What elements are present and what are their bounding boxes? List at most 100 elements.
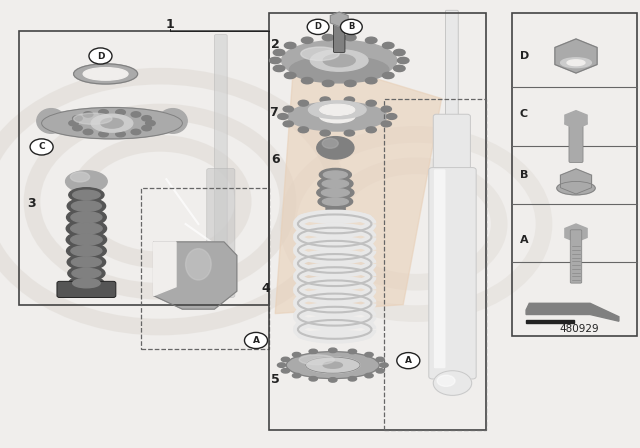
Ellipse shape xyxy=(282,357,290,362)
Ellipse shape xyxy=(344,97,355,103)
Ellipse shape xyxy=(319,168,351,181)
Ellipse shape xyxy=(73,190,100,199)
Ellipse shape xyxy=(284,43,296,49)
Ellipse shape xyxy=(365,373,373,378)
Bar xyxy=(512,13,637,336)
Ellipse shape xyxy=(310,50,368,71)
Ellipse shape xyxy=(70,172,90,182)
Ellipse shape xyxy=(72,268,101,278)
Text: 3: 3 xyxy=(28,197,36,211)
Circle shape xyxy=(244,332,268,349)
Ellipse shape xyxy=(292,373,301,378)
Ellipse shape xyxy=(36,109,65,134)
Ellipse shape xyxy=(73,279,100,288)
Ellipse shape xyxy=(282,40,397,81)
Ellipse shape xyxy=(317,177,353,190)
Ellipse shape xyxy=(67,220,106,237)
Text: 7: 7 xyxy=(269,105,278,119)
Ellipse shape xyxy=(145,121,155,126)
Ellipse shape xyxy=(437,375,455,386)
Ellipse shape xyxy=(301,47,339,60)
Text: C: C xyxy=(38,142,45,151)
Ellipse shape xyxy=(287,352,380,379)
Ellipse shape xyxy=(278,114,288,120)
FancyBboxPatch shape xyxy=(326,200,346,212)
Ellipse shape xyxy=(116,110,125,115)
Polygon shape xyxy=(154,242,176,296)
Ellipse shape xyxy=(74,113,112,125)
Ellipse shape xyxy=(269,57,281,64)
Ellipse shape xyxy=(66,171,108,192)
Polygon shape xyxy=(275,54,442,314)
Bar xyxy=(19,31,269,305)
Ellipse shape xyxy=(72,125,82,131)
Ellipse shape xyxy=(71,246,102,256)
Ellipse shape xyxy=(306,357,360,373)
Ellipse shape xyxy=(69,121,78,126)
Ellipse shape xyxy=(380,363,388,367)
Ellipse shape xyxy=(159,109,188,134)
Ellipse shape xyxy=(320,110,355,123)
Polygon shape xyxy=(526,303,619,321)
FancyBboxPatch shape xyxy=(207,168,235,297)
Ellipse shape xyxy=(131,129,141,135)
Text: D: D xyxy=(520,51,529,61)
FancyBboxPatch shape xyxy=(445,10,458,126)
Text: B: B xyxy=(348,22,355,31)
FancyBboxPatch shape xyxy=(433,114,470,181)
Ellipse shape xyxy=(365,353,373,357)
Ellipse shape xyxy=(71,212,102,223)
Ellipse shape xyxy=(83,129,93,135)
Ellipse shape xyxy=(320,130,330,136)
Ellipse shape xyxy=(298,127,308,133)
Ellipse shape xyxy=(565,121,587,125)
Ellipse shape xyxy=(298,100,308,106)
Ellipse shape xyxy=(323,362,342,368)
FancyBboxPatch shape xyxy=(434,169,445,368)
Ellipse shape xyxy=(116,131,125,137)
Ellipse shape xyxy=(83,112,93,117)
Ellipse shape xyxy=(186,249,211,280)
Ellipse shape xyxy=(323,198,348,205)
Ellipse shape xyxy=(99,131,108,137)
Ellipse shape xyxy=(273,49,285,56)
Ellipse shape xyxy=(300,355,335,365)
Ellipse shape xyxy=(394,49,405,56)
Ellipse shape xyxy=(278,363,286,367)
Ellipse shape xyxy=(42,108,182,139)
Text: 1: 1 xyxy=(165,18,174,31)
Ellipse shape xyxy=(323,80,334,86)
Ellipse shape xyxy=(323,54,355,67)
Ellipse shape xyxy=(282,369,290,373)
Polygon shape xyxy=(154,242,237,309)
Ellipse shape xyxy=(301,37,313,43)
Ellipse shape xyxy=(83,68,128,80)
Ellipse shape xyxy=(387,114,397,120)
Ellipse shape xyxy=(329,348,337,353)
Ellipse shape xyxy=(381,121,392,127)
Ellipse shape xyxy=(344,34,356,41)
Ellipse shape xyxy=(383,43,394,49)
Ellipse shape xyxy=(320,104,355,116)
Ellipse shape xyxy=(348,376,356,381)
Ellipse shape xyxy=(67,198,106,214)
FancyBboxPatch shape xyxy=(429,168,476,379)
Ellipse shape xyxy=(557,181,595,195)
Circle shape xyxy=(307,19,329,34)
Ellipse shape xyxy=(67,231,106,248)
Ellipse shape xyxy=(397,57,409,64)
Ellipse shape xyxy=(284,72,296,78)
Ellipse shape xyxy=(298,331,372,341)
Ellipse shape xyxy=(301,78,313,84)
Ellipse shape xyxy=(318,195,353,208)
Ellipse shape xyxy=(567,60,585,66)
Ellipse shape xyxy=(298,212,372,223)
Circle shape xyxy=(397,353,420,369)
Ellipse shape xyxy=(288,102,387,131)
Ellipse shape xyxy=(381,106,392,112)
FancyBboxPatch shape xyxy=(214,34,227,297)
Ellipse shape xyxy=(290,56,389,83)
Ellipse shape xyxy=(292,353,301,357)
Ellipse shape xyxy=(68,266,105,281)
Ellipse shape xyxy=(323,138,339,148)
